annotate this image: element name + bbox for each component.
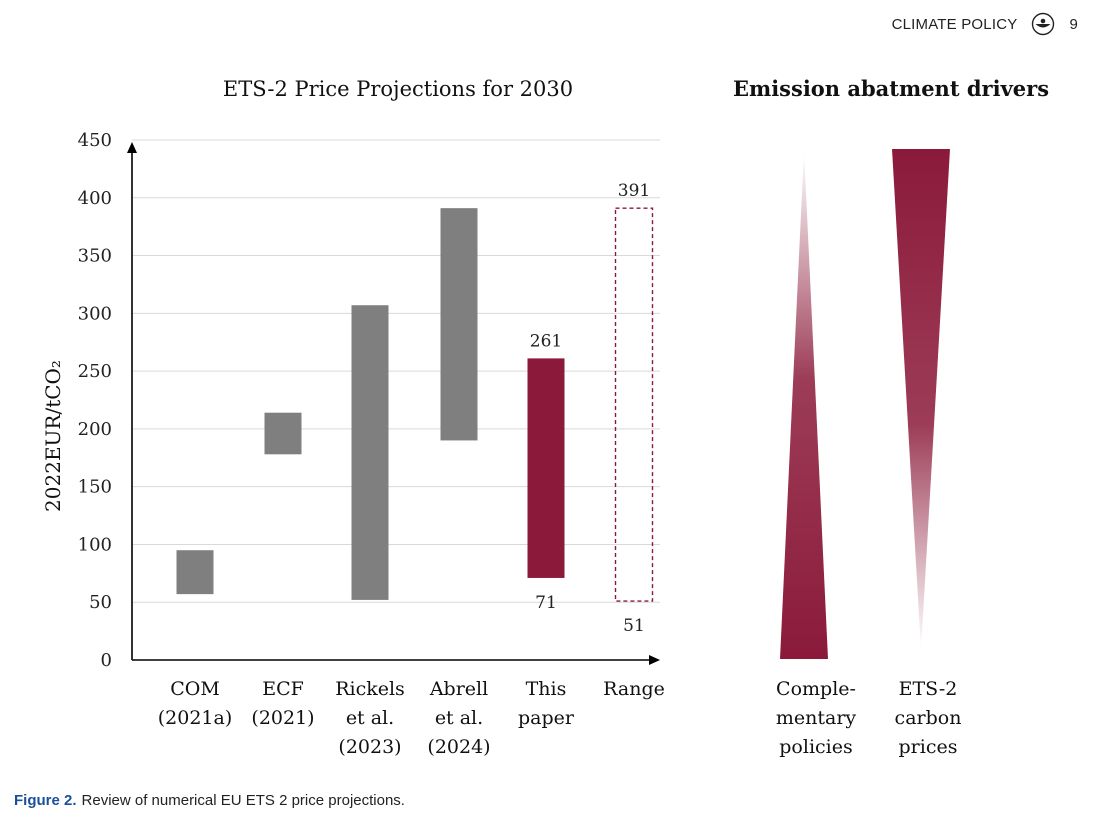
price-projection-chart: ETS-2 Price Projections for 2030 0 50 100 1… [41, 77, 665, 758]
y-tick-label: 0 [101, 650, 112, 671]
x-tick-label: Range [603, 678, 665, 700]
x-tick-label: COM [170, 678, 220, 700]
this-paper-bar [527, 358, 565, 578]
y-tick-label: 100 [78, 534, 112, 555]
driver-label: mentary [776, 707, 857, 729]
x-tick-label: This [526, 678, 567, 700]
x-tick-label: ECF [262, 678, 304, 700]
x-tick-label: (2021) [251, 707, 314, 729]
y-tick-label: 450 [78, 130, 112, 151]
diagram-title: Emission abatment drivers [733, 76, 1049, 101]
y-tick-label: 50 [89, 592, 112, 613]
projection-bar [440, 208, 478, 441]
data-labels: 261 71 391 51 [530, 181, 650, 636]
projection-bar [176, 550, 214, 595]
y-tick-labels: 0 50 100 150 200 250 300 350 400 450 [78, 130, 112, 671]
journal-name: CLIMATE POLICY [891, 15, 1018, 33]
caption-label: Figure 2. [14, 792, 77, 809]
driver-label: prices [899, 736, 958, 758]
figure-caption: Figure 2. Review of numerical EU ETS 2 pr… [14, 792, 405, 809]
projection-bar [351, 305, 389, 600]
y-tick-label: 350 [78, 246, 112, 267]
y-tick-label: 250 [78, 361, 112, 382]
x-tick-label: et al. [346, 707, 394, 729]
data-label: 391 [618, 181, 650, 201]
y-axis-title: 2022EUR/tCO₂ [41, 360, 65, 512]
gridlines [132, 139, 660, 603]
y-tick-label: 200 [78, 419, 112, 440]
caption-text: Review of numerical EU ETS 2 price proje… [81, 792, 405, 809]
x-tick-label: paper [518, 707, 575, 729]
abatement-drivers-diagram: Emission abatment drivers Comple-mentary… [733, 76, 1049, 758]
data-label: 51 [623, 616, 645, 636]
driver-label: carbon [895, 707, 962, 729]
y-tick-label: 400 [78, 188, 112, 209]
y-axis-arrow-icon [127, 142, 137, 153]
page-number: 9 [1069, 15, 1078, 33]
x-tick-label: (2024) [427, 736, 490, 758]
chart-title: ETS-2 Price Projections for 2030 [223, 77, 573, 101]
ets2-carbon-prices-wedge [892, 149, 950, 650]
driver-label: Comple- [776, 678, 856, 700]
x-tick-label: et al. [435, 707, 483, 729]
y-tick-label: 300 [78, 303, 112, 324]
projection-bar [264, 412, 302, 455]
x-tick-label: Rickels [335, 678, 405, 700]
x-tick-label: Abrell [429, 678, 488, 700]
bars [176, 207, 654, 602]
x-tick-label: (2023) [338, 736, 401, 758]
axes [127, 142, 660, 665]
driver-label: ETS-2 [899, 678, 958, 700]
x-axis-arrow-icon [649, 655, 660, 665]
x-tick-labels: COM (2021a) ECF (2021) Rickels et al. (2023) Ab… [158, 678, 665, 758]
complementary-policies-wedge [780, 150, 828, 659]
y-tick-label: 150 [78, 477, 112, 498]
page-header: CLIMATE POLICY 9 [892, 12, 1078, 36]
journal-logo-icon [1032, 12, 1055, 36]
range-bar [614, 207, 654, 602]
figure-canvas: ETS-2 Price Projections for 2030 0 50 100 1… [41, 76, 1049, 758]
x-tick-label: (2021a) [158, 707, 233, 729]
data-label: 71 [535, 593, 557, 613]
data-label: 261 [530, 331, 562, 351]
diagram-labels: Comple-mentary policies ETS-2 carbon prices [776, 678, 962, 758]
driver-label: policies [779, 736, 852, 758]
